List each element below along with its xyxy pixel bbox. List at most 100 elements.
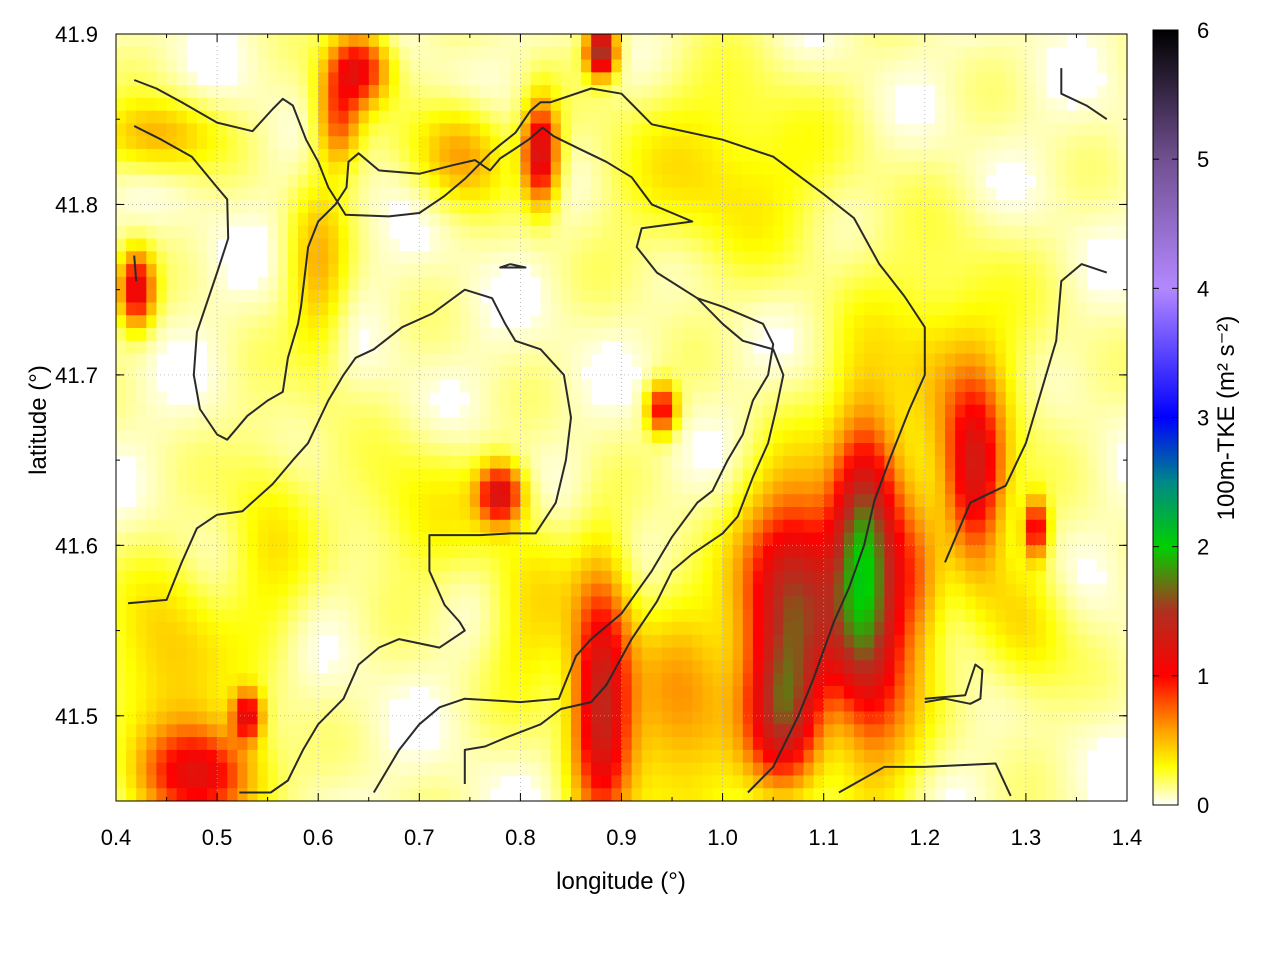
heatmap-cell xyxy=(206,660,218,674)
heatmap-cell xyxy=(247,519,259,534)
heatmap-cell xyxy=(510,673,521,687)
heatmap-cell xyxy=(1116,289,1127,304)
heatmap-cell xyxy=(682,570,693,585)
heatmap-cell xyxy=(217,97,228,112)
heatmap-cell xyxy=(469,494,481,508)
heatmap-cell xyxy=(924,481,936,495)
heatmap-cell xyxy=(945,174,956,188)
heatmap-cell xyxy=(399,685,410,700)
heatmap-cell xyxy=(682,149,693,163)
heatmap-cell xyxy=(581,545,592,559)
heatmap-cell xyxy=(368,494,380,508)
heatmap-cell xyxy=(1076,110,1088,125)
heatmap-cell xyxy=(641,417,653,431)
heatmap-cell xyxy=(914,59,926,73)
heatmap-cell xyxy=(530,494,542,508)
heatmap-cell xyxy=(803,136,815,150)
heatmap-cell xyxy=(126,404,137,419)
heatmap-cell xyxy=(1076,97,1088,112)
heatmap-cell xyxy=(975,187,987,201)
heatmap-cell xyxy=(308,85,319,99)
heatmap-cell xyxy=(631,596,643,610)
heatmap-cell xyxy=(237,379,249,393)
heatmap-cell xyxy=(136,34,147,48)
heatmap-cell xyxy=(601,404,612,419)
heatmap-cell xyxy=(722,596,734,610)
heatmap-cell xyxy=(631,673,643,687)
heatmap-cell xyxy=(884,136,896,150)
heatmap-cell xyxy=(641,174,653,188)
heatmap-cell xyxy=(1056,225,1067,240)
heatmap-cell xyxy=(934,685,946,700)
heatmap-cell xyxy=(237,673,249,687)
heatmap-cell xyxy=(1025,596,1037,610)
heatmap-cell xyxy=(520,558,532,572)
heatmap-cell xyxy=(409,97,420,112)
heatmap-cell xyxy=(1076,123,1088,137)
heatmap-cell xyxy=(479,110,491,125)
heatmap-cell xyxy=(227,340,238,355)
heatmap-cell xyxy=(803,59,815,73)
heatmap-cell xyxy=(530,532,542,546)
heatmap-cell xyxy=(388,391,400,406)
heatmap-cell xyxy=(287,494,299,508)
heatmap-cell xyxy=(378,391,390,406)
heatmap-cell xyxy=(601,110,612,125)
heatmap-cell xyxy=(722,123,734,137)
heatmap-cell xyxy=(1056,212,1067,227)
heatmap-cell xyxy=(581,468,592,483)
heatmap-cell xyxy=(864,251,875,265)
heatmap-cell xyxy=(469,366,481,380)
heatmap-cell xyxy=(672,494,683,508)
heatmap-cell xyxy=(348,59,360,73)
heatmap-cell xyxy=(186,238,198,252)
heatmap-cell xyxy=(601,481,612,495)
heatmap-cell xyxy=(934,212,946,227)
heatmap-cell xyxy=(591,506,602,521)
heatmap-cell xyxy=(934,251,946,265)
heatmap-cell xyxy=(520,455,532,470)
heatmap-cell xyxy=(560,200,572,214)
heatmap-cell xyxy=(672,238,683,252)
heatmap-cell xyxy=(955,685,966,700)
heatmap-cell xyxy=(156,149,168,163)
heatmap-cell xyxy=(833,315,845,329)
heatmap-cell xyxy=(803,353,815,367)
heatmap-cell xyxy=(520,59,532,73)
heatmap-cell xyxy=(995,532,1007,546)
heatmap-cell xyxy=(469,302,481,316)
heatmap-cell xyxy=(843,161,855,176)
heatmap-cell xyxy=(742,596,754,610)
heatmap-cell xyxy=(510,685,521,700)
heatmap-cell xyxy=(409,85,420,99)
heatmap-cell xyxy=(884,417,896,431)
heatmap-cell xyxy=(1036,264,1047,278)
heatmap-cell xyxy=(166,85,178,99)
heatmap-cell xyxy=(166,506,178,521)
heatmap-cell xyxy=(176,609,188,623)
heatmap-cell xyxy=(196,225,208,240)
heatmap-cell xyxy=(267,430,279,444)
heatmap-cell xyxy=(854,315,865,329)
heatmap-cell xyxy=(399,647,410,661)
heatmap-cell xyxy=(631,558,643,572)
heatmap-cell xyxy=(843,72,855,86)
heatmap-cell xyxy=(136,149,147,163)
heatmap-cell xyxy=(965,72,976,86)
heatmap-cell xyxy=(1036,468,1047,483)
heatmap-cell xyxy=(803,417,815,431)
heatmap-cell xyxy=(621,340,633,355)
heatmap-cell xyxy=(1005,59,1017,73)
heatmap-cell xyxy=(641,647,653,661)
heatmap-cell xyxy=(277,353,289,367)
heatmap-cell xyxy=(368,685,380,700)
heatmap-cell xyxy=(985,570,997,585)
heatmap-cell xyxy=(1116,430,1127,444)
heatmap-cell xyxy=(570,123,582,137)
heatmap-cell xyxy=(1036,340,1047,355)
heatmap-cell xyxy=(783,391,794,406)
heatmap-cell xyxy=(176,506,188,521)
heatmap-cell xyxy=(1036,149,1047,163)
heatmap-cell xyxy=(1076,583,1088,598)
heatmap-cell xyxy=(823,353,835,367)
